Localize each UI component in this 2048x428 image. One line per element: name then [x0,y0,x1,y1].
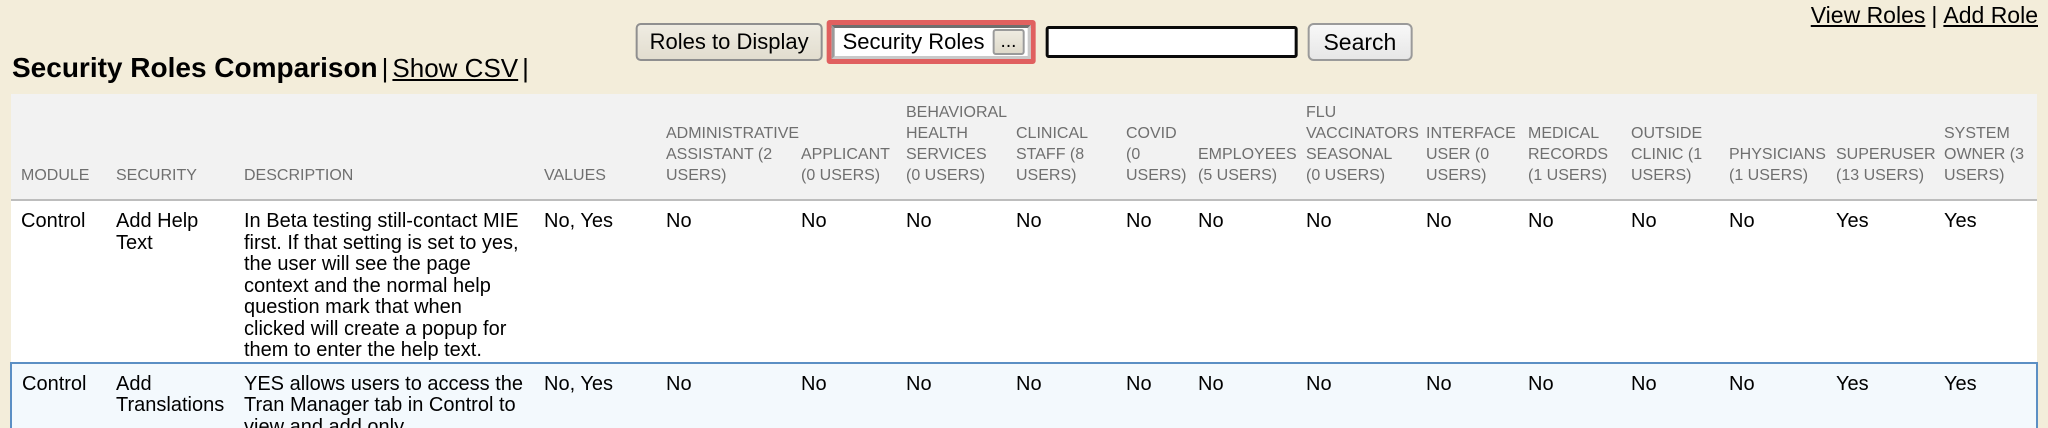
column-header-security: SECURITY [106,94,234,201]
column-header-role-superuser: SUPERUSER (13 USERS) [1826,94,1936,201]
role-value-cell: No [1518,200,1621,363]
description-cell: YES allows users to access the Tran Mana… [234,361,534,428]
table-row[interactable]: Control Add Help Text In Beta testing stil… [11,200,2037,363]
role-value-cell: No [1296,361,1416,428]
role-value-cell: No [1416,200,1518,363]
role-value-cell: No [791,361,896,428]
title-trailing-separator: | [522,53,529,83]
security-cell: Add Help Text [106,200,234,363]
search-button[interactable]: Search [1307,23,1413,61]
ellipsis-button[interactable]: ... [992,29,1025,55]
role-value-cell: No [1006,361,1116,428]
role-value-cell: No [1188,200,1296,363]
column-header-role-system-owner: SYSTEM OWNER (3 USERS) [1934,94,2037,201]
column-header-role-applicant: APPLICANT (0 USERS) [791,94,896,201]
column-header-role-flu-vaccinators-seasonal: FLU VACCINATORS SEASONAL (0 USERS) [1296,94,1419,201]
column-header-role-behavioral-health-services: BEHAVIORAL HEALTH SERVICES (0 USERS) [896,94,1007,201]
role-value-cell: No [1621,361,1719,428]
role-value-cell: No [1719,200,1826,363]
role-type-value: Security Roles [842,29,985,54]
role-value-cell: No [1006,200,1116,363]
role-value-cell: Yes [1934,200,2037,363]
role-value-cell: No [1621,200,1719,363]
description-cell: In Beta testing still-contact MIE first.… [234,200,534,363]
page-heading: Security Roles Comparison | Show CSV | [0,0,2048,84]
security-roles-comparison-table: MODULE SECURITY DESCRIPTION VALUES ADMINISTR… [10,94,2038,428]
role-value-cell: No [896,361,1006,428]
page-title: Security Roles Comparison [12,52,378,83]
table-row[interactable]: Control Add Translations YES allows users … [10,361,2038,428]
security-cell: Add Translations [106,361,234,428]
column-header-role-outside-clinic: OUTSIDE CLINIC (1 USERS) [1621,94,1719,201]
role-value-cell: Yes [1826,361,1934,428]
column-header-description: DESCRIPTION [234,94,534,201]
role-value-cell: No [1116,361,1188,428]
roles-to-display-button[interactable]: Roles to Display [635,23,823,61]
top-nav: View Roles | Add Role [1811,2,2038,29]
role-value-cell: No [1518,361,1621,428]
show-csv-link[interactable]: Show CSV [392,53,519,83]
add-role-link[interactable]: Add Role [1943,2,2038,28]
role-value-cell: No [1188,361,1296,428]
module-cell: Control [11,200,106,363]
role-value-cell: No [791,200,896,363]
role-value-cell: No [656,200,791,363]
role-type-combobox[interactable]: Security Roles ... [831,25,1031,59]
column-header-role-employees: EMPLOYEES (5 USERS) [1188,94,1297,201]
role-type-attention-highlight: Security Roles ... [826,20,1036,64]
role-value-cell: No [656,361,791,428]
view-roles-link[interactable]: View Roles [1810,2,1926,28]
column-header-module: MODULE [11,94,106,201]
column-header-role-physicians: PHYSICIANS (1 USERS) [1719,94,1826,201]
role-value-cell: No [896,200,1006,363]
role-value-cell: No [1416,361,1518,428]
column-header-role-medical-records: MEDICAL RECORDS (1 USERS) [1518,94,1621,201]
column-header-role-clinical-staff: CLINICAL STAFF (8 USERS) [1006,94,1116,201]
title-separator: | [381,53,389,83]
module-cell: Control [10,361,106,428]
role-value-cell: No [1116,200,1188,363]
role-value-cell: Yes [1826,200,1934,363]
values-cell: No, Yes [534,200,656,363]
role-value-cell: No [1296,200,1416,363]
values-cell: No, Yes [534,361,656,428]
column-header-role-covid: COVID (0 USERS) [1116,94,1188,201]
roles-toolbar: Roles to Display Security Roles ... Sear… [635,20,1413,64]
role-value-cell: Yes [1934,361,2038,428]
column-header-values: VALUES [534,94,656,201]
role-value-cell: No [1719,361,1826,428]
column-header-role-interface-user: INTERFACE USER (0 USERS) [1416,94,1518,201]
top-links-separator: | [1931,2,1938,28]
table-header-row: MODULE SECURITY DESCRIPTION VALUES ADMINISTR… [11,94,2037,201]
column-header-role-administrative-assistant: ADMINISTRATIVE ASSISTANT (2 USERS) [656,94,799,201]
search-input[interactable] [1045,26,1298,58]
